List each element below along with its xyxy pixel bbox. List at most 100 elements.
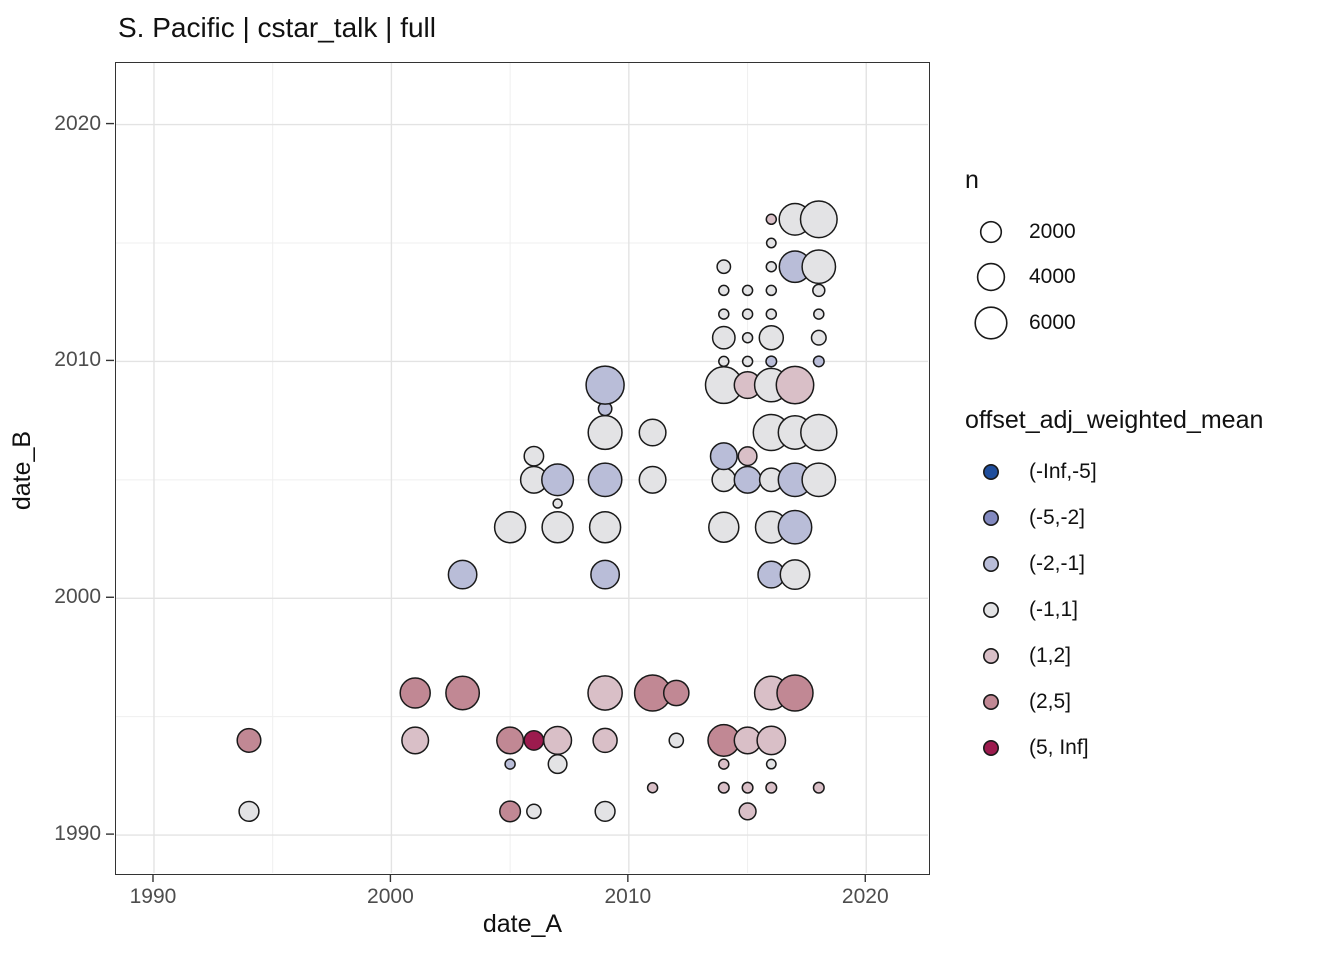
data-point bbox=[587, 462, 623, 498]
y-tick-label: 2020 bbox=[54, 111, 101, 135]
data-point bbox=[399, 677, 431, 709]
data-point bbox=[775, 365, 815, 405]
data-point bbox=[590, 559, 621, 590]
data-point bbox=[587, 675, 623, 711]
data-point bbox=[718, 308, 730, 320]
data-point bbox=[741, 355, 754, 368]
data-point bbox=[765, 781, 778, 794]
data-point bbox=[765, 237, 777, 249]
color-legend-title: offset_adj_weighted_mean bbox=[965, 406, 1264, 434]
data-point bbox=[526, 803, 542, 820]
data-point bbox=[541, 463, 575, 497]
data-point bbox=[708, 511, 740, 543]
data-point bbox=[662, 679, 690, 707]
data-point bbox=[711, 467, 737, 493]
data-point bbox=[756, 725, 787, 756]
data-point bbox=[765, 355, 778, 368]
data-point bbox=[741, 331, 754, 344]
data-point bbox=[741, 308, 754, 320]
color-legend-label: (1,2] bbox=[1029, 644, 1072, 667]
plot-panel bbox=[115, 62, 930, 875]
data-point bbox=[445, 675, 481, 711]
color-legend-label: (-5,-2] bbox=[1029, 506, 1086, 529]
data-point bbox=[638, 465, 667, 494]
size-legend-circle bbox=[976, 262, 1006, 292]
data-point bbox=[523, 729, 545, 751]
color-legend-dot bbox=[982, 601, 999, 618]
data-point bbox=[716, 259, 732, 275]
data-point bbox=[542, 725, 573, 756]
plot-area bbox=[116, 63, 928, 873]
data-point bbox=[238, 800, 260, 823]
data-point bbox=[765, 308, 778, 320]
data-point bbox=[499, 800, 522, 823]
data-point bbox=[668, 732, 685, 749]
data-point bbox=[592, 727, 618, 754]
data-point bbox=[447, 559, 478, 590]
x-axis-title: date_A bbox=[482, 910, 563, 938]
color-legend-label: (2,5] bbox=[1029, 690, 1072, 713]
data-point bbox=[812, 781, 825, 794]
data-point bbox=[765, 758, 777, 770]
data-point bbox=[812, 355, 825, 368]
size-legend-circle bbox=[974, 306, 1008, 340]
data-point bbox=[552, 498, 563, 509]
color-legend-dot bbox=[982, 555, 999, 572]
color-legend-label: (-2,-1] bbox=[1029, 552, 1086, 575]
data-point bbox=[594, 800, 616, 823]
data-point bbox=[717, 781, 730, 794]
data-point bbox=[504, 758, 516, 770]
size-legend-label: 2000 bbox=[1029, 220, 1076, 243]
data-point bbox=[812, 283, 826, 298]
data-point bbox=[541, 510, 574, 544]
data-point bbox=[813, 308, 825, 320]
size-legend-label: 6000 bbox=[1029, 311, 1076, 334]
data-point bbox=[765, 284, 778, 297]
data-point bbox=[779, 559, 811, 591]
x-tick-label: 2020 bbox=[841, 885, 889, 908]
color-legend-dot bbox=[982, 509, 999, 526]
x-tick-label: 2000 bbox=[367, 885, 414, 908]
data-point bbox=[758, 324, 785, 351]
color-legend-dot bbox=[982, 739, 999, 756]
data-point bbox=[741, 781, 754, 794]
color-legend-label: (-Inf,-5] bbox=[1029, 460, 1097, 483]
y-tick-label: 2000 bbox=[54, 585, 101, 609]
data-point bbox=[718, 758, 730, 770]
data-point bbox=[777, 509, 813, 545]
data-point bbox=[776, 674, 814, 712]
y-tick-label: 2010 bbox=[54, 348, 101, 372]
data-point bbox=[646, 781, 659, 794]
data-point bbox=[741, 284, 754, 297]
data-point bbox=[801, 249, 837, 285]
data-point bbox=[733, 465, 762, 494]
data-point bbox=[765, 260, 778, 273]
data-point bbox=[493, 510, 527, 544]
data-point bbox=[738, 802, 757, 821]
color-legend-dot bbox=[982, 647, 999, 664]
color-legend-label: (-1,1] bbox=[1029, 598, 1079, 621]
size-legend-circle bbox=[979, 220, 1003, 244]
data-point bbox=[765, 213, 778, 226]
data-point bbox=[523, 445, 545, 467]
data-point bbox=[800, 413, 838, 452]
data-point bbox=[547, 754, 568, 775]
data-point bbox=[718, 284, 730, 297]
y-axis-title: date_B bbox=[8, 430, 36, 511]
data-point bbox=[799, 200, 838, 239]
data-point bbox=[585, 365, 625, 405]
data-point bbox=[737, 446, 758, 467]
color-legend-label: (5, Inf] bbox=[1029, 736, 1089, 759]
data-point bbox=[496, 726, 525, 755]
x-tick-label: 2010 bbox=[604, 885, 652, 908]
y-tick-label: 1990 bbox=[54, 822, 101, 846]
data-point bbox=[801, 462, 837, 498]
data-point bbox=[401, 726, 430, 755]
x-tick-label: 1990 bbox=[129, 885, 177, 908]
data-point bbox=[810, 329, 827, 346]
data-point bbox=[718, 355, 730, 368]
data-point bbox=[588, 510, 622, 544]
data-point bbox=[638, 418, 667, 447]
color-legend-dot bbox=[982, 693, 999, 710]
